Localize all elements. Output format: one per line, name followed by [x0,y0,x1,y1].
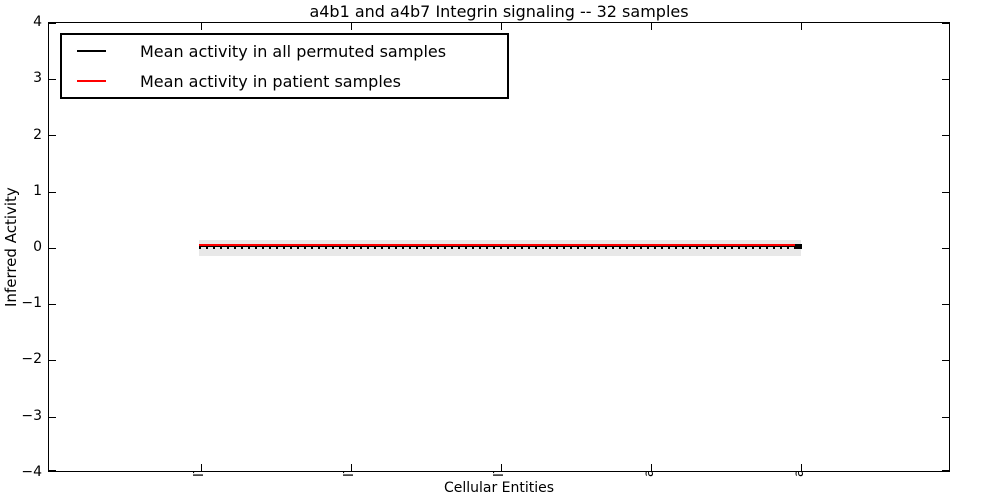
y-tick-mark [942,248,949,249]
red-line-swatch [77,80,106,82]
y-tick-mark [942,135,949,136]
y-tick-mark [49,360,56,361]
x-tick-mark [201,23,202,30]
y-tick-mark [942,23,949,24]
y-tick-label: −1 [21,295,42,311]
y-tick-mark [49,192,56,193]
y-tick-label: 1 [33,183,42,199]
chart-title: a4b1 and a4b7 Integrin signaling -- 32 s… [309,2,689,21]
y-tick-label: −4 [21,464,42,480]
y-tick-mark [49,79,56,80]
x-tick-mark [501,464,502,471]
y-tick-mark [942,417,949,418]
x-axis-label: Cellular Entities [443,480,555,496]
x-tick-mark [801,464,802,471]
y-tick-label: 0 [33,239,42,255]
y-tick-mark [942,192,949,193]
legend-entry-patient: Mean activity in patient samples [77,68,507,94]
legend-label: Mean activity in all permuted samples [140,41,447,61]
black-line-swatch [77,50,106,52]
y-tick-mark [942,79,949,80]
y-tick-mark [942,360,949,361]
x-tick-mark [501,23,502,30]
y-tick-label: 3 [33,70,42,86]
y-tick-mark [49,304,56,305]
y-tick-label: 4 [33,14,42,30]
y-tick-mark [49,470,56,471]
permuted-mean-line [199,246,801,247]
line-endcap [795,244,802,249]
x-tick-mark [651,464,652,471]
y-tick-label: −3 [21,408,42,424]
x-tick-mark [351,464,352,471]
y-tick-mark [49,23,56,24]
y-tick-mark [49,135,56,136]
y-tick-mark [49,248,56,249]
y-tick-label: −2 [21,351,42,367]
x-tick-mark [801,23,802,30]
x-tick-mark [351,23,352,30]
permuted-mean-markers [199,247,801,249]
y-tick-mark [49,417,56,418]
x-tick-mark [201,464,202,471]
legend-label: Mean activity in patient samples [140,71,401,91]
x-tick-mark [651,23,652,30]
legend: Mean activity in all permuted samples Me… [60,33,509,99]
y-tick-mark [942,470,949,471]
patient-mean-line [199,244,801,246]
legend-entry-permuted: Mean activity in all permuted samples [77,38,507,64]
y-tick-mark [942,304,949,305]
y-tick-label: 2 [33,127,42,143]
